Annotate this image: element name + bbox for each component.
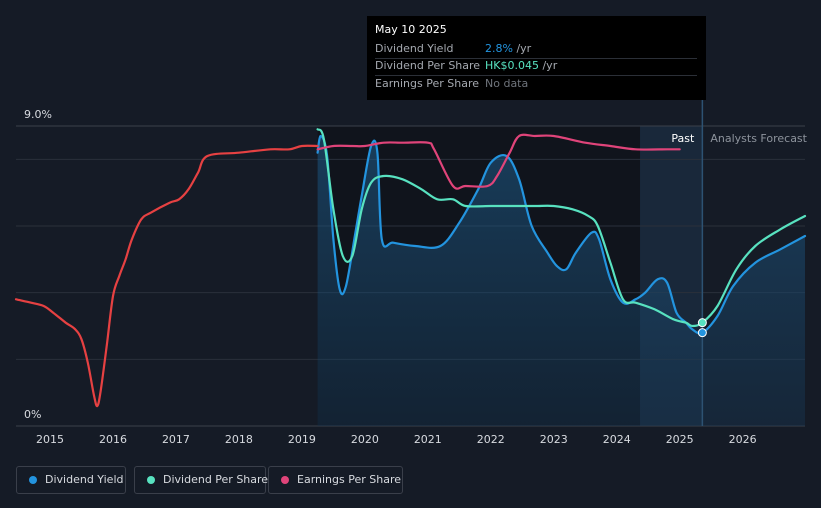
legend-dot-icon xyxy=(281,476,289,484)
tooltip-value: No data xyxy=(485,77,529,90)
x-tick-label: 2022 xyxy=(477,433,505,446)
x-tick-label: 2018 xyxy=(225,433,253,446)
tooltip-value: 2.8% xyxy=(485,42,513,55)
forecast-label: Analysts Forecast xyxy=(710,132,807,145)
x-tick-label: 2021 xyxy=(414,433,442,446)
tooltip-divider xyxy=(375,75,697,76)
dividend-yield-area xyxy=(317,135,805,426)
tooltip-unit: /yr xyxy=(538,59,558,72)
legend-label: Dividend Yield xyxy=(45,473,124,486)
tooltip-value: HK$0.045 xyxy=(485,59,539,72)
x-tick-label: 2019 xyxy=(288,433,316,446)
legend-item-dividend-per-share[interactable]: Dividend Per Share xyxy=(134,466,269,494)
tooltip-label: Earnings Per Share xyxy=(375,77,480,90)
tooltip-row-earnings-per-share: Earnings Per Share No data xyxy=(375,77,695,93)
tooltip-row-dividend-yield: Dividend Yield 2.8% /yr xyxy=(375,42,695,58)
past-label: Past xyxy=(671,132,695,145)
tooltip-unit: /yr xyxy=(512,42,532,55)
y-axis-label-bottom: 0% xyxy=(24,408,41,421)
series-line-earnings-per-share xyxy=(316,133,681,190)
tooltip-row-dividend-per-share: Dividend Per Share HK$0.045 /yr xyxy=(375,59,695,75)
legend-label: Earnings Per Share xyxy=(297,473,402,486)
tooltip-label: Dividend Per Share xyxy=(375,59,481,72)
legend-label: Dividend Per Share xyxy=(163,473,269,486)
x-tick-label: 2026 xyxy=(729,433,757,446)
tooltip-label: Dividend Yield xyxy=(375,42,454,55)
x-tick-label: 2025 xyxy=(666,433,694,446)
x-tick-label: 2024 xyxy=(603,433,631,446)
series-line-price-history xyxy=(14,144,319,408)
x-tick-label: 2017 xyxy=(162,433,190,446)
x-tick-label: 2015 xyxy=(36,433,64,446)
legend-dot-icon xyxy=(147,476,155,484)
x-tick-label: 2020 xyxy=(351,433,379,446)
legend-dot-icon xyxy=(29,476,37,484)
x-tick-label: 2016 xyxy=(99,433,127,446)
tooltip-date: May 10 2025 xyxy=(375,23,447,36)
legend-item-dividend-yield[interactable]: Dividend Yield xyxy=(16,466,126,494)
y-axis-label-top: 9.0% xyxy=(24,108,52,121)
x-tick-label: 2023 xyxy=(540,433,568,446)
tooltip: May 10 2025 Dividend Yield 2.8% /yr Divi… xyxy=(367,16,706,100)
legend-item-earnings-per-share[interactable]: Earnings Per Share xyxy=(268,466,403,494)
tooltip-divider xyxy=(375,58,697,59)
marker-dividend-per-share xyxy=(697,318,707,328)
marker-dividend-yield xyxy=(697,328,707,338)
